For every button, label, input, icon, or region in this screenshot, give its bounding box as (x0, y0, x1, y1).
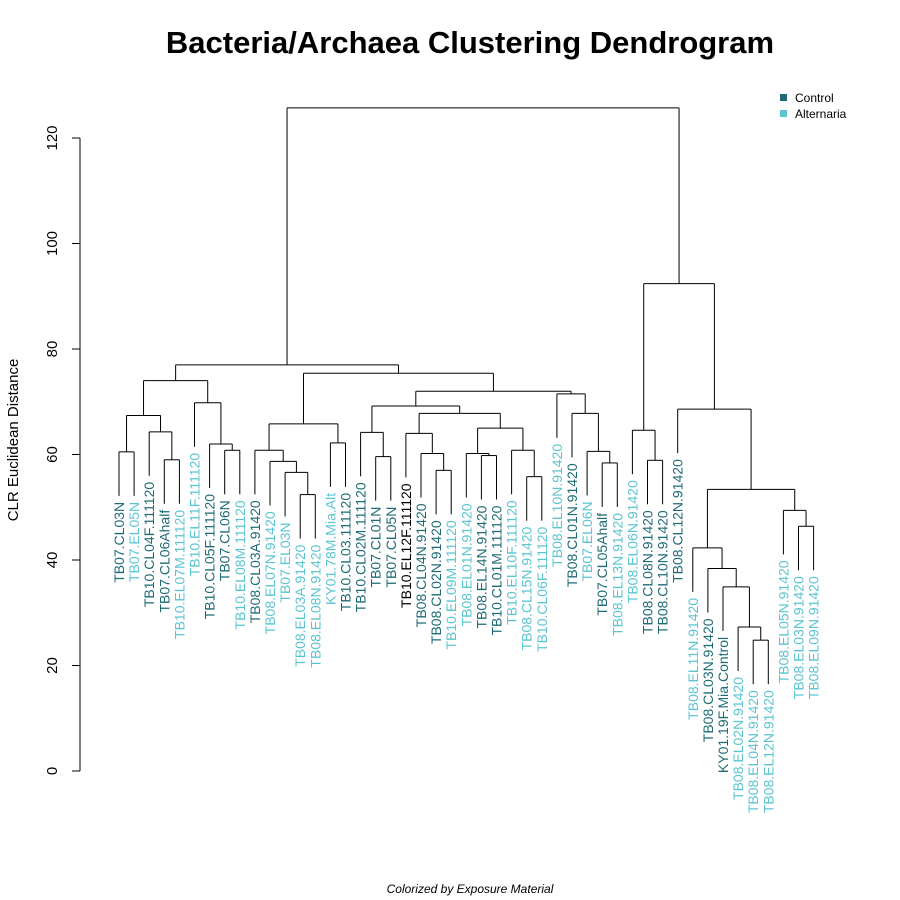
leaf-label: KY01.78M.Mia.Alt (322, 493, 338, 605)
leaf-label: TB10.EL08M.111120 (232, 500, 248, 629)
leaf-label: TB08.CL03A.91420 (247, 500, 263, 623)
leaf-label: TB08.EL14N.91420 (473, 505, 489, 628)
leaf-label: TB08.EL03N.91420 (791, 576, 807, 699)
leaf-label: TB10.EL11F.111120 (187, 453, 203, 577)
y-tick-label: 40 (44, 552, 61, 569)
y-axis-label: CLR Euclidean Distance (5, 359, 22, 522)
leaf-label: TB07.EL05N (126, 502, 142, 582)
leaf-label: TB07.CL05N (383, 507, 399, 588)
y-tick-label: 120 (44, 125, 61, 150)
leaf-label: TB08.EL09N.91420 (806, 576, 822, 699)
leaf-label: TB10.EL10F.111120 (504, 500, 520, 625)
legend: Control Alternaria (780, 91, 847, 121)
leaf-label: TB08.CL12N.91420 (670, 459, 686, 583)
leaf-label: TB07.CL05Ahalf (594, 513, 610, 616)
y-tick-label: 0 (44, 767, 61, 775)
legend-swatch (780, 94, 787, 101)
leaf-label: TB07.CL06Ahalf (156, 510, 172, 613)
leaf-label: TB07.CL01N (368, 507, 384, 588)
leaf-label: TB07.EL06N (579, 501, 595, 581)
leaf-label: TB08.CL01N.91420 (564, 463, 580, 587)
leaf-label: TB10.EL07M.111120 (171, 510, 187, 639)
leaf-label: TB08.EL11N.91420 (685, 598, 701, 720)
leaf-label: TB07.EL03N (277, 522, 293, 602)
chart-title: Bacteria/Archaea Clustering Dendrogram (166, 25, 774, 60)
legend-swatch (780, 110, 787, 117)
dendrogram-links (118, 107, 815, 685)
chart-caption: Colorized by Exposure Material (387, 882, 554, 896)
leaf-label: TB10.CL04F.111120 (141, 482, 157, 608)
leaf-label: TB08.CL02N.91420 (428, 520, 444, 644)
leaf-label: KY01.19F.Mia.Control (715, 637, 731, 773)
leaf-label: TB08.EL03A.91420 (292, 544, 308, 666)
leaf-labels: TB07.CL03N TB07.EL05N TB10.CL04F.111120 TB0… (111, 444, 822, 814)
y-tick-label: 100 (44, 231, 61, 256)
y-axis: 0 20 40 60 80 100 120 (44, 125, 81, 775)
leaf-label: TB10.CL03.111120 (338, 493, 354, 612)
leaf-label: TB10.CL02M.111120 (353, 482, 369, 612)
y-tick-label: 60 (44, 446, 61, 463)
leaf-label: TB08.EL07N.91420 (262, 511, 278, 634)
leaf-label: TB08.CL03N.91420 (700, 618, 716, 742)
leaf-label: TB08.CL15N.91420 (519, 526, 535, 650)
leaf-label: TB10.EL09M.111120 (443, 520, 459, 649)
leaf-label: TB10.EL12F.111120 (398, 483, 414, 608)
leaf-label: TB10.CL06F.111120 (534, 526, 550, 652)
leaf-label: TB08.CL08N.91420 (640, 510, 656, 634)
leaf-label: TB10.CL01M.111120 (489, 505, 505, 635)
leaf-label: TB08.CL10N.91420 (655, 510, 671, 634)
leaf-label: TB08.EL12N.91420 (760, 690, 776, 813)
leaf-label: TB07.CL03N (111, 502, 127, 583)
y-tick-label: 80 (44, 341, 61, 358)
leaf-label: TB08.EL01N.91420 (458, 503, 474, 626)
leaf-label: TB10.CL05F.111120 (202, 494, 218, 620)
legend-label: Alternaria (795, 107, 847, 121)
leaf-label: TB08.EL04N.91420 (745, 690, 761, 813)
leaf-label: TB08.EL05N.91420 (775, 560, 791, 683)
leaf-label: TB08.EL06N.91420 (624, 480, 640, 603)
y-tick-label: 20 (44, 657, 61, 674)
leaf-label: TB08.EL08N.91420 (307, 544, 323, 667)
leaf-label: TB08.EL02N.91420 (730, 677, 746, 800)
leaf-label: TB07.CL06N (217, 500, 233, 581)
leaf-label: TB08.EL10N.91420 (549, 444, 565, 567)
leaf-label: TB08.CL04N.91420 (413, 503, 429, 627)
legend-label: Control (795, 91, 834, 105)
leaf-label: TB08.EL13N.91420 (609, 513, 625, 636)
